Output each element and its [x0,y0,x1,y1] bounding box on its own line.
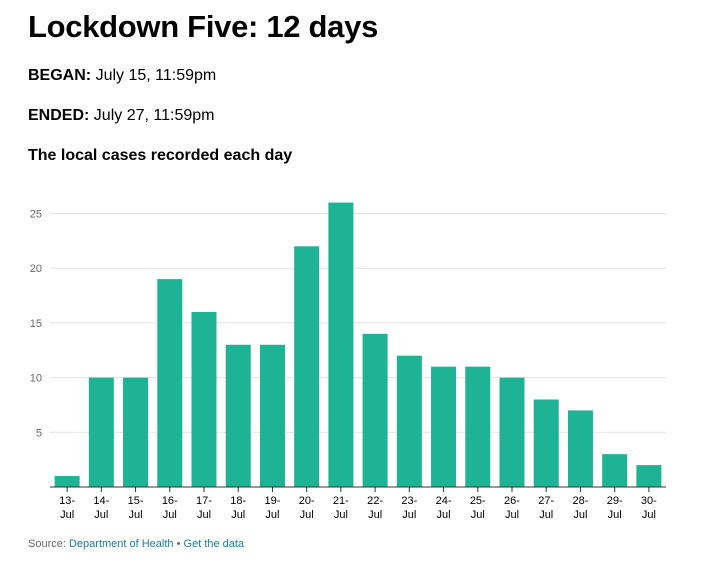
source-separator: • [176,538,181,550]
x-tick-label: 25-Jul [470,495,486,521]
began-label: BEGAN: [28,67,92,84]
bar [191,311,217,487]
source-prefix: Source: [28,538,66,550]
bar [54,476,80,487]
y-tick-label: 15 [30,318,42,330]
x-tick-label: 22-Jul [367,495,383,521]
y-tick-label: 5 [36,427,42,439]
bar [294,246,320,487]
x-tick-label: 19-Jul [264,495,280,521]
began-line: BEGAN: July 15, 11:59pm [28,66,216,86]
grid-lines [50,213,666,433]
x-tick-label: 13-Jul [59,495,75,521]
ended-value: July 27, 11:59pm [93,107,215,124]
bar [396,355,422,487]
y-tick-label: 20 [30,263,42,275]
x-tick-label: 30-Jul [641,495,657,521]
source-line: Source: Department of Health • Get the d… [28,537,244,551]
x-tick-label: 28-Jul [572,495,588,521]
x-tick-label: 16-Jul [162,495,178,521]
chart-title: The local cases recorded each day [28,147,293,164]
x-tick-label: 26-Jul [504,495,520,521]
bar [465,366,491,487]
x-tick-label: 29-Jul [607,495,623,521]
x-tick-label: 24-Jul [436,495,452,521]
bar [636,465,662,487]
bar [362,333,388,487]
x-tick-label: 18-Jul [230,495,246,521]
x-tick-label: 20-Jul [299,495,315,521]
y-tick-label: 10 [30,373,42,385]
ended-line: ENDED: July 27, 11:59pm [28,106,214,126]
bar [567,410,593,487]
x-tick-label: 27-Jul [538,495,554,521]
x-tick-label: 17-Jul [196,495,212,521]
y-axis-ticks: 5 10 15 20 25 [30,209,42,440]
x-axis-ticks: 13-Jul 14-Jul 15-Jul 16-Jul 17-Jul 18-Jul 19-J… [59,487,657,521]
x-tick-label: 15-Jul [128,495,144,521]
bar [123,377,149,487]
bar [259,344,285,487]
department-of-health-link[interactable]: Department of Health [68,538,174,550]
x-tick-label: 23-Jul [401,495,417,521]
bar [431,366,457,487]
y-tick-label: 25 [30,209,42,221]
bar [157,279,183,487]
bar [328,202,354,487]
x-tick-label: 21-Jul [333,495,349,521]
x-tick-label: 14-Jul [93,495,109,521]
get-the-data-link[interactable]: Get the data [183,538,245,550]
bar [602,454,628,487]
bar [88,377,114,487]
bar [499,377,525,487]
bars [54,202,662,487]
began-value: July 15, 11:59pm [95,67,217,84]
ended-label: ENDED: [28,107,90,124]
page-title: Lockdown Five: 12 days [28,9,379,44]
bar [533,399,559,487]
bar [225,344,251,487]
